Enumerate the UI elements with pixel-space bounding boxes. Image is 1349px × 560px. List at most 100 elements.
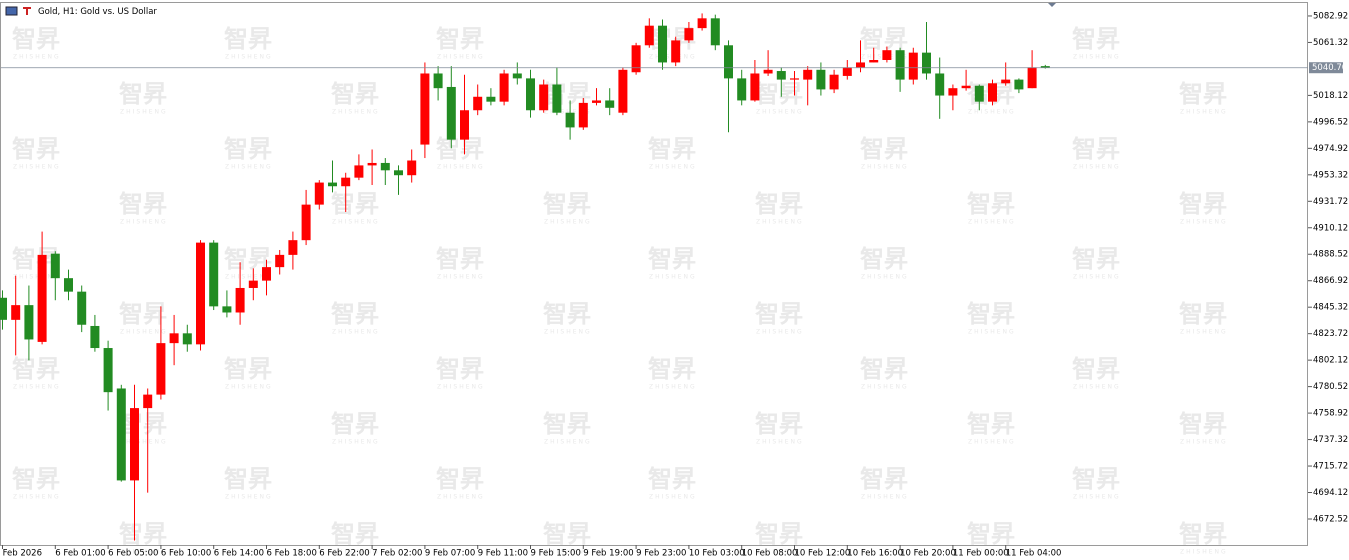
watermark: 智昇 (12, 355, 60, 383)
watermark-sub: ZHISHENG (649, 274, 697, 281)
watermark-sub: ZHISHENG (1073, 54, 1121, 61)
watermark: 智昇 (331, 300, 379, 328)
watermark-sub: ZHISHENG (544, 109, 592, 116)
watermark: 智昇 (12, 25, 60, 53)
watermark: 智昇 (331, 190, 379, 218)
watermark: 智昇 (119, 300, 167, 328)
watermark: 智昇 (755, 190, 803, 218)
y-tick-label: 4758.92 (1313, 409, 1348, 419)
x-tick-label: 11 Feb 04:00 (1006, 549, 1062, 559)
candle-body (1001, 79, 1011, 84)
candle-body (829, 74, 839, 90)
watermark: 智昇 (648, 135, 696, 163)
candle-body (367, 162, 377, 166)
y-tick-label: 4845.32 (1313, 303, 1348, 313)
watermark: 智昇 (1179, 80, 1227, 108)
chart-title: Gold, H1: Gold vs. US Dollar (38, 7, 157, 17)
watermark: 智昇 (860, 355, 908, 383)
watermark-sub: ZHISHENG (332, 439, 380, 446)
watermark-sub: ZHISHENG (544, 549, 592, 556)
watermark-sub: ZHISHENG (13, 384, 61, 391)
watermark: 智昇 (1072, 25, 1120, 53)
watermark-sub: ZHISHENG (968, 439, 1016, 446)
watermark: 智昇 (1072, 245, 1120, 273)
watermark: 智昇 (543, 300, 591, 328)
watermark-sub: ZHISHENG (332, 109, 380, 116)
candle-body (328, 182, 337, 187)
watermark-sub: ZHISHENG (544, 439, 592, 446)
watermark: 智昇 (224, 135, 272, 163)
watermark-sub: ZHISHENG (756, 439, 804, 446)
watermark: 智昇 (1072, 465, 1120, 493)
candle-body (618, 69, 628, 113)
watermark-sub: ZHISHENG (120, 219, 168, 226)
watermark-sub: ZHISHENG (225, 274, 273, 281)
x-tick-label: 7 Feb 02:00 (372, 549, 422, 559)
watermark: 智昇 (331, 520, 379, 548)
watermark: 智昇 (224, 355, 272, 383)
candle-body (869, 59, 879, 63)
candle-body (90, 325, 100, 349)
x-tick-label: 6 Feb 18:00 (267, 549, 317, 559)
candle-body (644, 25, 654, 46)
watermark-sub: ZHISHENG (756, 329, 804, 336)
candle-body (486, 96, 496, 102)
candle-body (446, 86, 456, 140)
watermark: 智昇 (119, 190, 167, 218)
y-tick-label: 4888.52 (1313, 250, 1348, 260)
y-tick-label: 4974.92 (1313, 144, 1348, 154)
watermark-sub: ZHISHENG (13, 54, 61, 61)
candle-body (988, 83, 997, 102)
watermark: 智昇 (755, 300, 803, 328)
x-tick-label: 11 Feb 00:00 (953, 549, 1009, 559)
watermark: 智昇 (1072, 135, 1120, 163)
x-tick-label: 9 Feb 07:00 (425, 549, 475, 559)
watermark-sub: ZHISHENG (968, 329, 1016, 336)
watermark: 智昇 (755, 410, 803, 438)
watermark: 智昇 (1179, 410, 1227, 438)
last-price-label: 5040.70 (1312, 63, 1347, 73)
y-tick-label: 4866.92 (1313, 276, 1348, 286)
watermark: 智昇 (119, 520, 167, 548)
watermark-sub: ZHISHENG (225, 494, 273, 501)
chart-icon (23, 7, 31, 15)
watermark: 智昇 (436, 135, 484, 163)
candle-body (1040, 66, 1050, 68)
candle-body (262, 267, 271, 281)
watermark-sub: ZHISHENG (756, 219, 804, 226)
watermark-sub: ZHISHENG (1180, 329, 1228, 336)
watermark: 智昇 (967, 190, 1015, 218)
candle-body (935, 73, 945, 96)
watermark: 智昇 (436, 465, 484, 493)
watermark: 智昇 (436, 355, 484, 383)
watermark: 智昇 (331, 80, 379, 108)
candle-body (724, 45, 733, 79)
watermark-sub: ZHISHENG (756, 109, 804, 116)
candle-body (235, 287, 245, 313)
watermark: 智昇 (12, 135, 60, 163)
candle-body (24, 305, 34, 340)
candle-body (578, 102, 588, 128)
candle-body (0, 297, 7, 320)
watermark-sub: ZHISHENG (861, 384, 909, 391)
watermark-sub: ZHISHENG (861, 274, 909, 281)
watermark-sub: ZHISHENG (437, 494, 485, 501)
watermark: 智昇 (648, 465, 696, 493)
watermark-sub: ZHISHENG (861, 164, 909, 171)
candle-body (816, 69, 826, 90)
watermark: 智昇 (648, 355, 696, 383)
candle-body (275, 254, 285, 268)
y-tick-label: 5082.92 (1313, 11, 1348, 21)
watermark: 智昇 (1179, 520, 1227, 548)
watermark: 智昇 (331, 410, 379, 438)
watermark-sub: ZHISHENG (1073, 494, 1121, 501)
watermark-sub: ZHISHENG (1073, 164, 1121, 171)
watermark-sub: ZHISHENG (437, 164, 485, 171)
y-tick-label: 4780.52 (1313, 382, 1348, 392)
candle-body (592, 100, 601, 103)
watermark-sub: ZHISHENG (332, 329, 380, 336)
x-tick-label: 6 Feb 01:00 (55, 549, 105, 559)
watermark: 智昇 (967, 300, 1015, 328)
watermark-sub: ZHISHENG (225, 54, 273, 61)
candle-body (974, 85, 984, 102)
